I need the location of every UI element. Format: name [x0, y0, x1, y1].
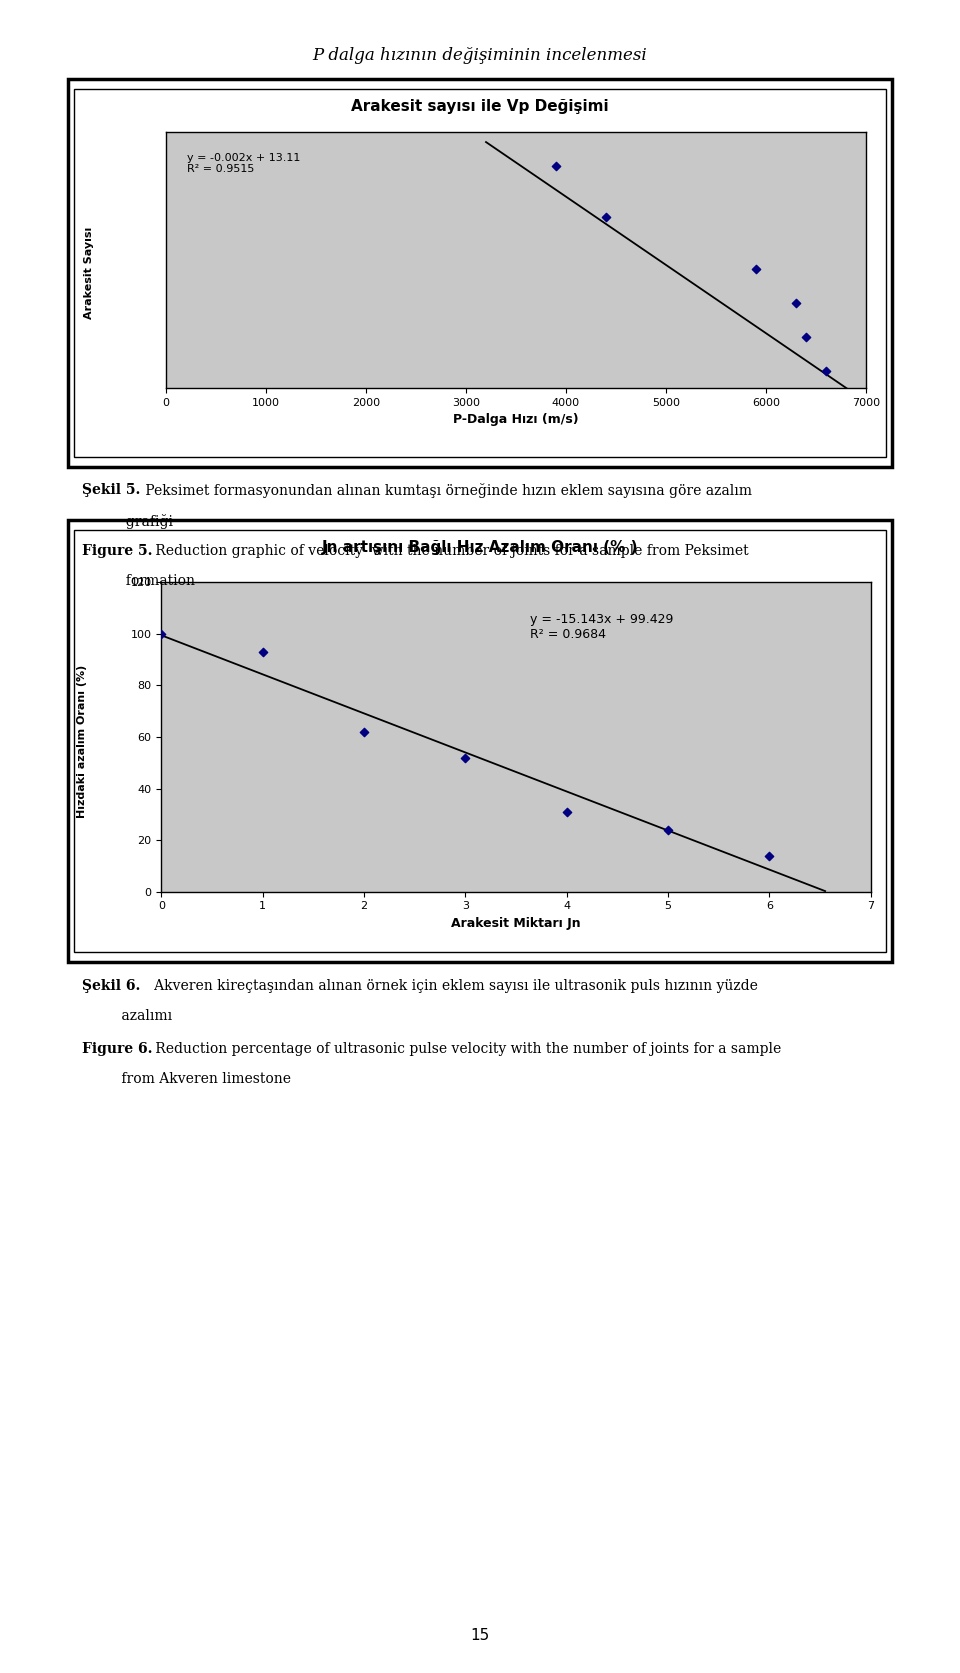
Text: Hızdaki azalım Oranı (%): Hızdaki azalım Oranı (%): [77, 664, 86, 818]
Text: Arakesit Sayısı: Arakesit Sayısı: [84, 226, 94, 320]
Text: Şekil 6.: Şekil 6.: [82, 979, 140, 992]
Text: Akveren kireçtaşından alınan örnek için eklem sayısı ile ultrasonik puls hızının: Akveren kireçtaşından alınan örnek için …: [141, 979, 758, 992]
Text: Jn artışını Bağlı Hız Azalım Oranı (% ): Jn artışını Bağlı Hız Azalım Oranı (% ): [322, 540, 638, 555]
Point: [660, 816, 676, 843]
Point: [255, 639, 271, 666]
Text: grafiği: grafiği: [82, 514, 173, 529]
Text: from Akveren limestone: from Akveren limestone: [82, 1072, 291, 1086]
Point: [548, 152, 564, 179]
X-axis label: Arakesit Miktarı Jn: Arakesit Miktarı Jn: [451, 917, 581, 930]
Text: azalımı: azalımı: [82, 1009, 172, 1022]
Text: Reduction percentage of ultrasonic pulse velocity with the number of joints for : Reduction percentage of ultrasonic pulse…: [151, 1042, 781, 1056]
Text: P dalga hızının değişiminin incelenmesi: P dalga hızının değişiminin incelenmesi: [313, 47, 647, 64]
Text: Peksimet formasyonundan alınan kumtaşı örneğinde hızın eklem sayısına göre azalı: Peksimet formasyonundan alınan kumtaşı ö…: [141, 483, 752, 499]
Text: y = -0.002x + 13.11
R² = 0.9515: y = -0.002x + 13.11 R² = 0.9515: [187, 152, 300, 174]
Point: [799, 323, 814, 350]
Point: [818, 358, 833, 385]
Point: [788, 289, 804, 316]
Point: [559, 798, 574, 825]
Point: [748, 256, 763, 283]
Text: Arakesit sayısı ile Vp Değişimi: Arakesit sayısı ile Vp Değişimi: [351, 99, 609, 114]
X-axis label: P-Dalga Hızı (m/s): P-Dalga Hızı (m/s): [453, 413, 579, 427]
Point: [154, 621, 169, 647]
Text: Figure 5.: Figure 5.: [82, 544, 152, 557]
Point: [458, 744, 473, 771]
Text: formation: formation: [82, 574, 195, 587]
Text: 15: 15: [470, 1628, 490, 1643]
Text: y = -15.143x + 99.429
R² = 0.9684: y = -15.143x + 99.429 R² = 0.9684: [530, 614, 674, 641]
Text: Reduction graphic of velocity  with the number of joints for a sample from Peksi: Reduction graphic of velocity with the n…: [151, 544, 749, 557]
Point: [598, 204, 613, 231]
Point: [356, 718, 372, 744]
Point: [761, 842, 777, 868]
Text: Figure 6.: Figure 6.: [82, 1042, 152, 1056]
Text: Şekil 5.: Şekil 5.: [82, 483, 140, 497]
